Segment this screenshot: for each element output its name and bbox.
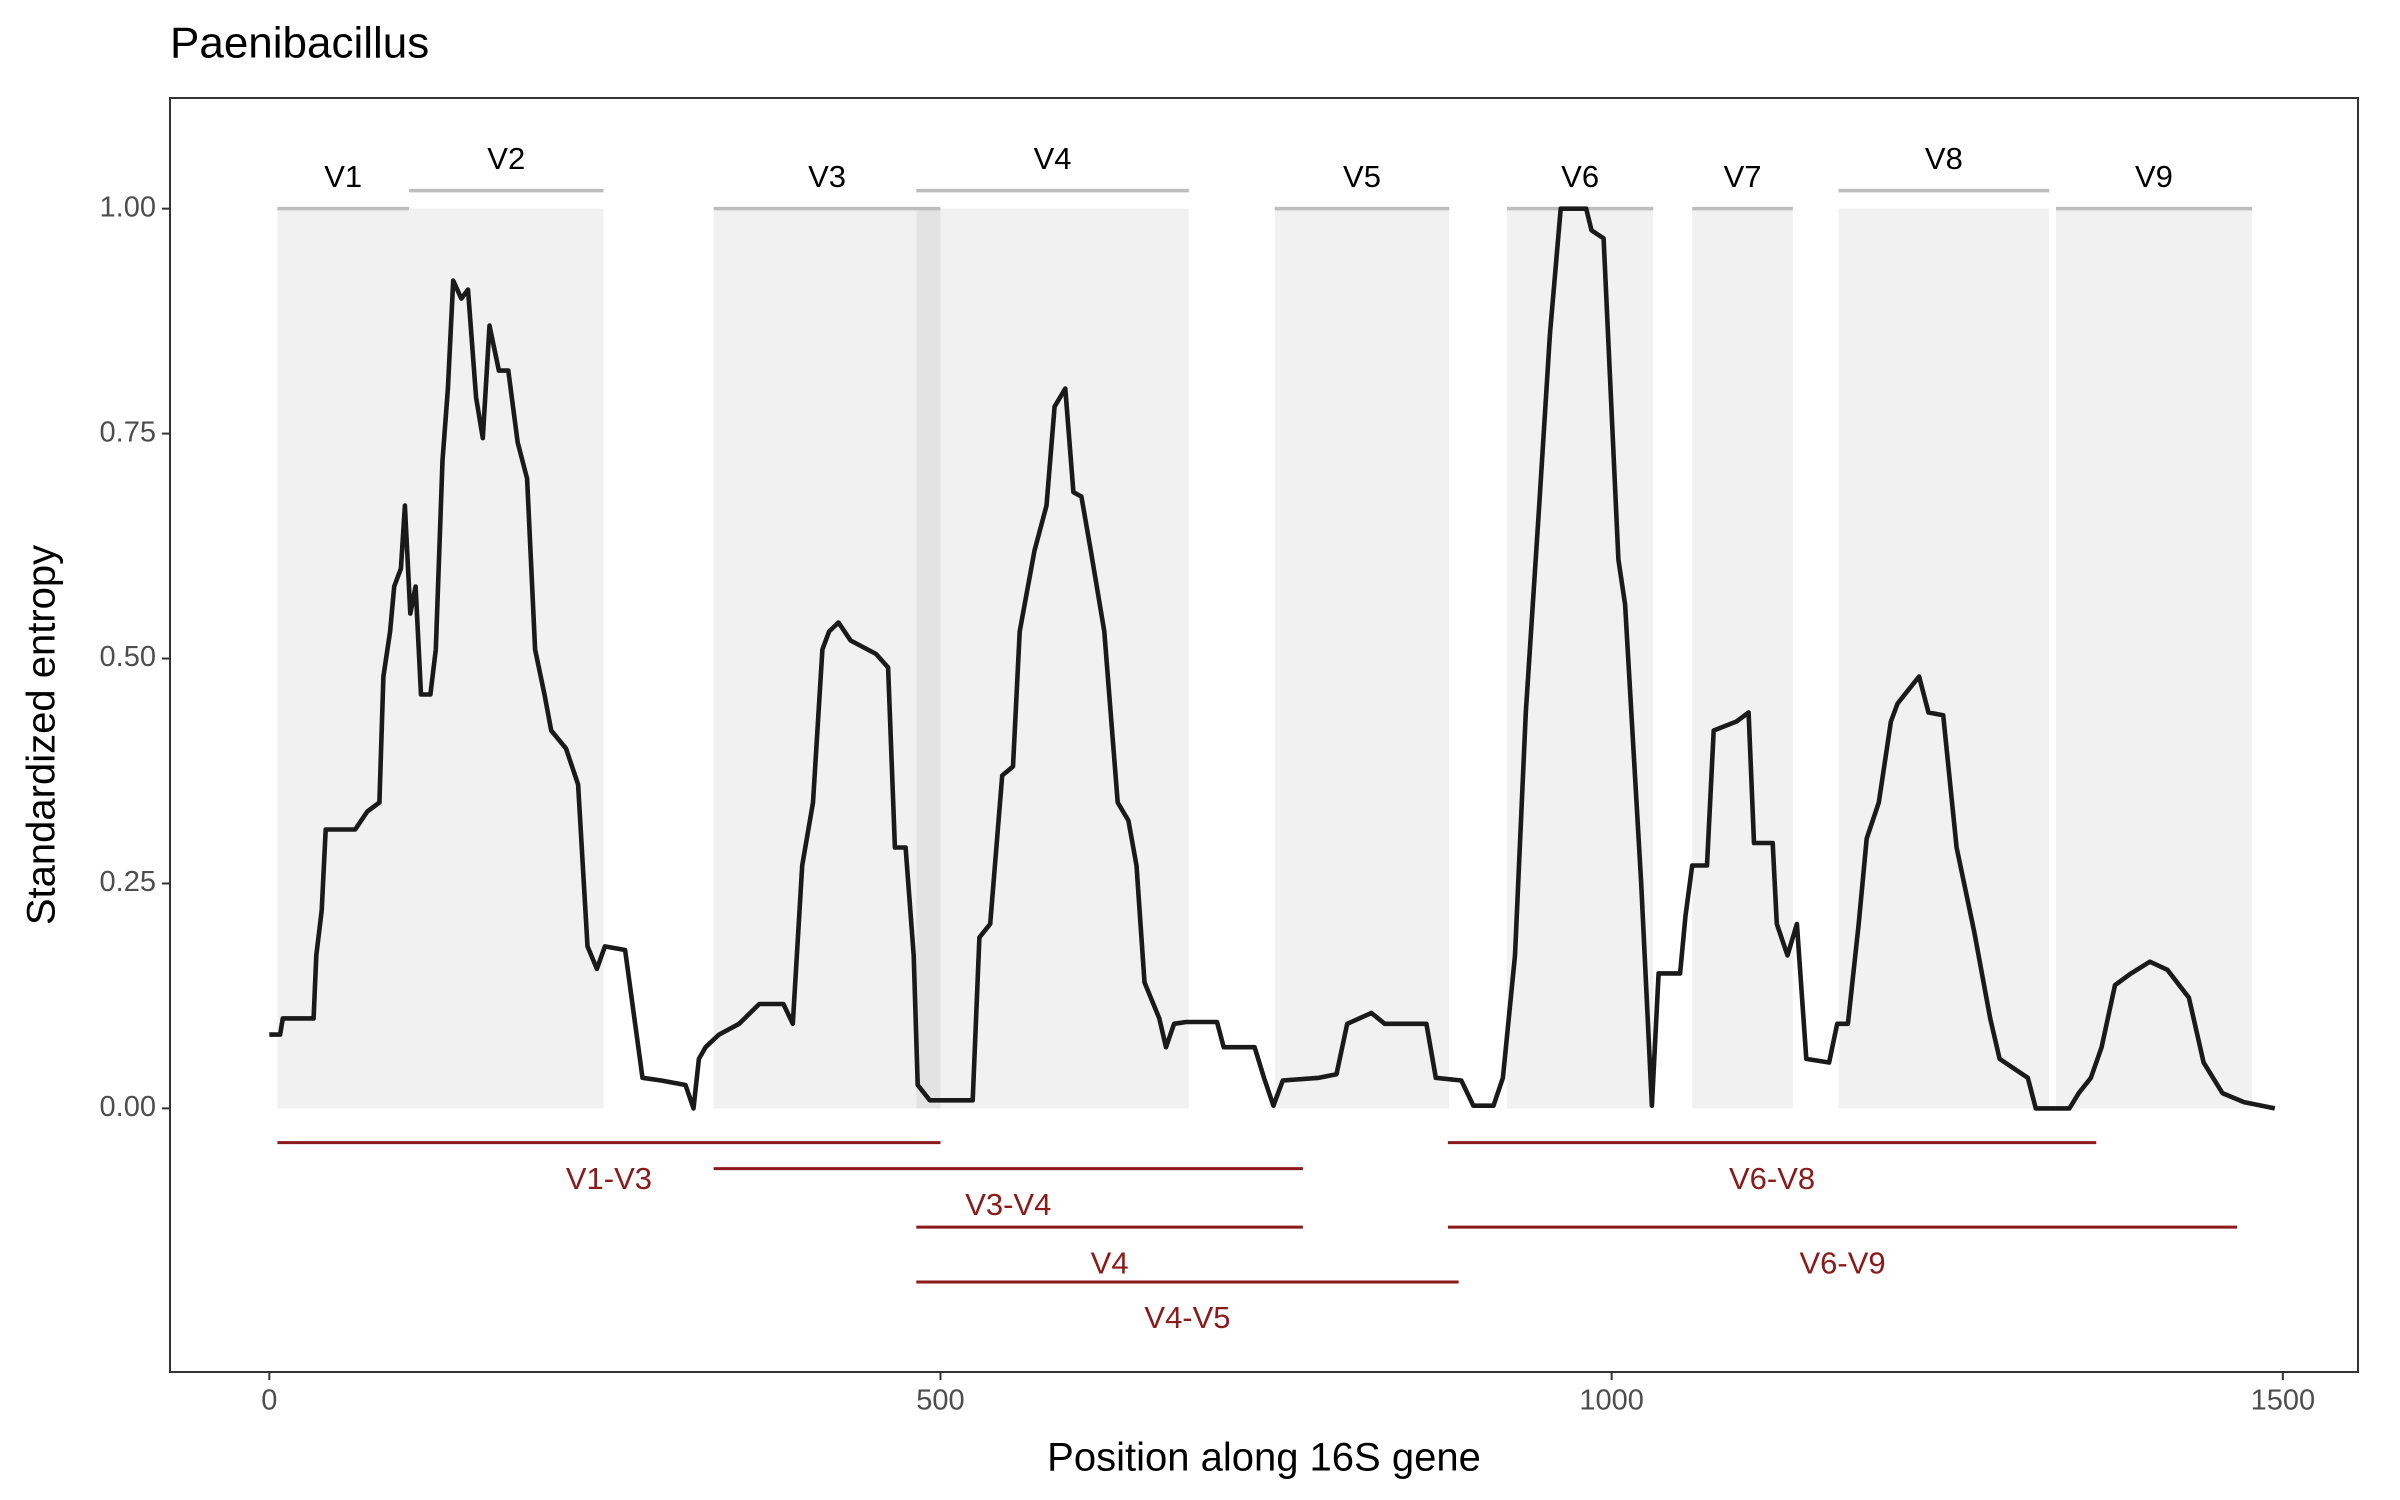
amplicon-label: V1-V3 — [566, 1161, 652, 1196]
amplicon-label: V6-V8 — [1729, 1161, 1815, 1196]
x-tick-label: 1000 — [1579, 1385, 1644, 1417]
y-tick-label: 0.50 — [100, 641, 156, 673]
region-shade — [408, 208, 604, 1109]
amplicon-label: V3-V4 — [965, 1187, 1051, 1222]
region-label: V9 — [2135, 159, 2173, 194]
chart-title: Paenibacillus — [170, 19, 429, 68]
region-shade — [1274, 208, 1450, 1109]
amplicon-label: V4 — [1091, 1245, 1129, 1280]
panel-border — [169, 97, 2359, 1373]
region-shade — [713, 208, 941, 1109]
x-axis-label: Position along 16S gene — [1047, 1436, 1481, 1480]
x-tick-label: 500 — [916, 1385, 964, 1417]
region-shade — [277, 208, 409, 1109]
region-shade — [1692, 208, 1793, 1109]
y-tick-label: 0.75 — [100, 416, 156, 448]
y-axis-label: Standardized entropy — [20, 545, 64, 925]
amplicon-label: V4-V5 — [1144, 1300, 1230, 1335]
region-shade — [916, 208, 1189, 1109]
region-label: V8 — [1925, 141, 1963, 176]
x-tick-label: 1500 — [2251, 1385, 2316, 1417]
region-label: V3 — [808, 159, 846, 194]
amplicon-label: V6-V9 — [1799, 1245, 1885, 1280]
region-label: V5 — [1343, 159, 1381, 194]
x-tick-label: 0 — [261, 1385, 277, 1417]
region-label: V7 — [1724, 159, 1762, 194]
region-label: V1 — [324, 159, 362, 194]
region-shade — [2055, 208, 2252, 1109]
y-tick-label: 0.00 — [100, 1091, 156, 1123]
region-label: V2 — [487, 141, 525, 176]
region-shade — [1838, 208, 2050, 1109]
region-label: V4 — [1034, 141, 1072, 176]
y-tick-label: 0.25 — [100, 866, 156, 898]
entropy-line — [269, 206, 2276, 1111]
y-tick-label: 1.00 — [100, 191, 156, 223]
region-label: V6 — [1561, 159, 1599, 194]
